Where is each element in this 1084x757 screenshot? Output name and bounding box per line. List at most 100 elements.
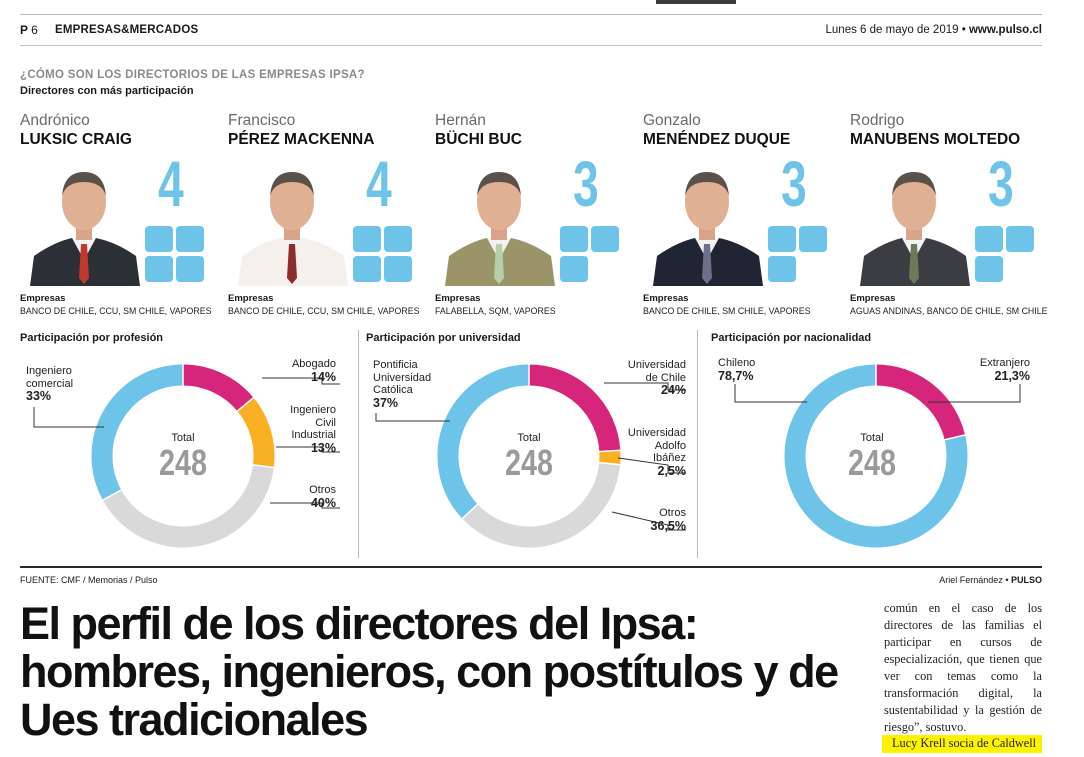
slice-label-otros: Otros 36,5%: [650, 507, 686, 533]
site-link[interactable]: www.pulso.cl: [968, 24, 1042, 36]
companies-label: Empresas: [435, 293, 481, 304]
total-label: Total: [517, 432, 540, 444]
board-count-square: [176, 226, 204, 252]
donut-slice: [437, 364, 530, 519]
board-count-square: [1006, 226, 1034, 252]
leader-line: [276, 446, 340, 453]
article-headline: El perfil de los directores del Ipsa: ho…: [20, 598, 839, 745]
slice-label-ingeniero-comercial: Ingeniero comercial 33%: [26, 365, 74, 403]
chart-title-profesion: Participación por profesión: [20, 332, 164, 344]
board-count: 4: [158, 148, 184, 220]
board-count: 3: [781, 148, 807, 220]
donut-slice: [784, 364, 968, 548]
companies-label: Empresas: [228, 293, 274, 304]
board-count-square: [975, 226, 1003, 252]
board-count-square: [384, 256, 412, 282]
director-first-name: Francisco: [228, 112, 296, 129]
board-count-square: [975, 256, 1003, 282]
board-count-square: [768, 226, 796, 252]
board-count-square: [799, 226, 827, 252]
chart-title-universidad: Participación por universidad: [366, 332, 521, 344]
director-card: Francisco PÉREZ MACKENNA 4 Empresas BANCO DE…: [228, 112, 428, 318]
board-count-square: [560, 226, 588, 252]
director-last-name: LUKSIC CRAIG: [20, 131, 132, 148]
director-last-name: BÜCHI BUC: [435, 131, 522, 148]
page-number: P 6: [20, 23, 38, 37]
leader-line: [617, 457, 686, 474]
director-card: Andrónico LUKSIC CRAIG 4 Empresas BANCO DE C…: [20, 112, 220, 318]
total-label: Total: [171, 432, 194, 444]
panel-divider: [697, 330, 698, 558]
leader-line: [604, 382, 686, 391]
director-photo: [24, 152, 144, 286]
infographic-kicker: ¿CÓMO SON LOS DIRECTORIOS DE LAS EMPRESA…: [20, 69, 365, 81]
board-count-square: [353, 256, 381, 282]
highlighted-text: Lucy Krell socia de Caldwell: [892, 736, 1037, 750]
board-count-square: [353, 226, 381, 252]
leader-line: [33, 407, 104, 428]
director-last-name: MANUBENS MOLTEDO: [850, 131, 1021, 148]
director-card: Gonzalo MENÉNDEZ DUQUE 3 Empresas BANCO DE C…: [643, 112, 843, 318]
donut-slice: [91, 364, 184, 501]
top-bar-mark: [656, 0, 736, 4]
source-note: FUENTE: CMF / Memorias / Pulso: [20, 575, 158, 585]
leader-line: [734, 384, 807, 403]
donut-slice: [875, 364, 966, 441]
donut-slice: [237, 397, 275, 468]
director-photo: [232, 152, 352, 286]
director-first-name: Gonzalo: [643, 112, 701, 129]
slice-label-puc: Pontificia Universidad Católica 37%: [373, 359, 432, 410]
director-first-name: Andrónico: [20, 112, 90, 129]
board-count-square: [560, 256, 588, 282]
top-rule: [20, 14, 1042, 15]
director-photo: [439, 152, 559, 286]
companies-list: FALABELLA, SQM, VAPORES: [435, 306, 556, 316]
companies-label: Empresas: [850, 293, 896, 304]
board-count-square: [384, 226, 412, 252]
infographic-subtitle: Directores con más participación: [20, 85, 194, 97]
slice-label-abogado: Abogado 14%: [291, 358, 336, 384]
companies-list: BANCO DE CHILE, SM CHILE, VAPORES: [643, 306, 811, 316]
total-label: Total: [860, 432, 883, 444]
director-photo: [854, 152, 974, 286]
donut-slice: [528, 364, 621, 452]
slice-label-uai: Universidad Adolfo Ibáñez 2,5%: [627, 427, 686, 478]
slice-label-uchile: Universidad de Chile 24%: [627, 359, 686, 397]
director-photo: [647, 152, 767, 286]
panel-divider: [358, 330, 359, 558]
slice-label-ingeniero-civil: Ingeniero Civil Industrial 13%: [290, 404, 336, 455]
graphic-credit: Ariel Fernández • PULSO: [939, 575, 1042, 585]
companies-label: Empresas: [643, 293, 689, 304]
section-rule: [20, 566, 1042, 568]
board-count: 3: [573, 148, 599, 220]
board-count: 3: [988, 148, 1014, 220]
total-value: 248: [505, 442, 553, 483]
leader-line: [262, 377, 340, 385]
director-first-name: Rodrigo: [850, 112, 905, 129]
companies-list: AGUAS ANDINAS, BANCO DE CHILE, SM CHILE: [850, 306, 1048, 316]
slice-separator: [251, 463, 275, 469]
leader-line: [611, 511, 686, 531]
chart-title-nacionalidad: Participación por nacionalidad: [711, 332, 872, 344]
total-value: 248: [848, 442, 896, 483]
slice-separator: [236, 396, 255, 413]
slice-separator: [461, 503, 479, 520]
total-value: 248: [159, 442, 207, 483]
board-count-square: [591, 226, 619, 252]
companies-label: Empresas: [20, 293, 66, 304]
slice-label-extranjero: Extranjero 21,3%: [979, 357, 1030, 383]
slice-label-chileno: Chileno 78,7%: [718, 357, 756, 383]
leader-line: [270, 502, 340, 509]
section-name: EMPRESAS&MERCADOS: [55, 24, 199, 36]
highlight-marker: [882, 735, 1042, 753]
board-count-square: [145, 226, 173, 252]
board-count-square: [176, 256, 204, 282]
slice-label-otros: Otros 40%: [309, 484, 336, 510]
leader-line: [928, 384, 1021, 403]
director-card: Hernán BÜCHI BUC 3 Empresas FALABELLA, SQM, …: [435, 112, 635, 318]
director-first-name: Hernán: [435, 112, 486, 129]
companies-list: BANCO DE CHILE, CCU, SM CHILE, VAPORES: [228, 306, 420, 316]
article-column-text: común en el caso de los directores de la…: [884, 601, 1042, 734]
donut-slice: [462, 462, 621, 548]
director-last-name: MENÉNDEZ DUQUE: [643, 131, 791, 148]
